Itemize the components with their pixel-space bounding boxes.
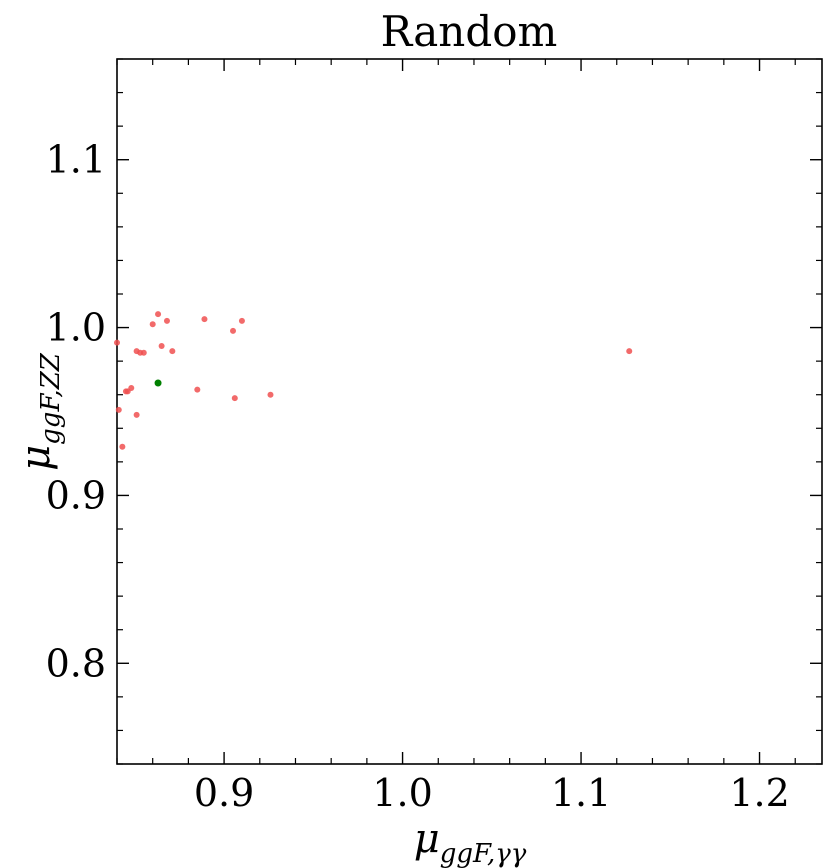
y-tick-label: 0.8 bbox=[46, 641, 106, 685]
data-point bbox=[158, 343, 165, 350]
highlight-point bbox=[154, 379, 162, 387]
data-point bbox=[267, 391, 274, 398]
data-point bbox=[114, 339, 120, 346]
data-point bbox=[115, 406, 122, 413]
data-point bbox=[119, 443, 126, 450]
data-point bbox=[140, 349, 147, 356]
x-axis-label-sub: ggF,γγ bbox=[440, 839, 527, 868]
data-point bbox=[128, 385, 135, 391]
x-tick-label: 0.9 bbox=[194, 771, 254, 815]
y-tick-label: 1.0 bbox=[46, 306, 106, 350]
x-tick-labels: 0.9 1.0 1.1 1.2 bbox=[194, 771, 790, 815]
data-point bbox=[238, 317, 245, 324]
data-point bbox=[626, 348, 633, 355]
x-tick-label: 1.2 bbox=[729, 771, 789, 815]
y-axis-label-main: μ bbox=[13, 445, 59, 471]
axis-ticks bbox=[116, 58, 822, 765]
data-point bbox=[230, 327, 237, 334]
x-tick-label: 1.1 bbox=[551, 771, 611, 815]
data-point bbox=[194, 386, 201, 393]
data-point bbox=[201, 316, 208, 323]
data-point bbox=[169, 348, 176, 355]
x-axis-label-main: μ bbox=[414, 816, 440, 862]
y-tick-label: 0.9 bbox=[46, 473, 106, 517]
data-point bbox=[149, 321, 156, 328]
x-tick-label: 1.0 bbox=[372, 771, 432, 815]
data-point bbox=[155, 311, 162, 318]
y-axis-label: μggF,ZZ bbox=[13, 352, 66, 471]
chart-title: Random bbox=[381, 7, 558, 56]
data-points bbox=[114, 311, 633, 450]
x-axis-label: μggF,γγ bbox=[414, 816, 527, 868]
data-point bbox=[231, 395, 238, 402]
y-axis-label-sub: ggF,ZZ bbox=[36, 352, 66, 445]
y-tick-label: 1.1 bbox=[46, 138, 106, 182]
plot-frame bbox=[116, 58, 823, 765]
data-point bbox=[163, 317, 170, 324]
y-tick-labels: 0.8 0.9 1.0 1.1 bbox=[46, 138, 106, 686]
data-point bbox=[133, 411, 140, 418]
plot-area bbox=[114, 58, 823, 765]
